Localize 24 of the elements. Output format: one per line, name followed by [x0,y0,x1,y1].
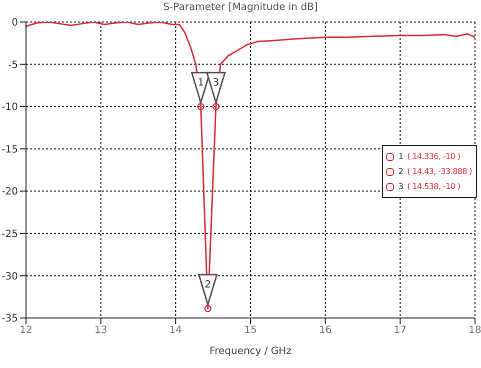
x-tick-label: 16 [318,325,332,336]
chart-title: S-Parameter [Magnitude in dB] [162,2,319,13]
x-tick-label: 17 [394,325,407,336]
y-tick-label: 0 [12,18,18,29]
annotation: ( 14.336, -10 ) [407,151,460,163]
x-tick-label: 12 [20,325,32,336]
x-tick-label: 14 [169,325,182,336]
annotation: 3 [212,78,220,89]
x-tick-label: 13 [94,325,108,336]
annotation: 1 [198,78,204,89]
marker-readout: 1 ( 14.336, -10 ) 2 ( 14.43, -33.888 ) 3 ( 14.538, -10 ) [382,145,477,198]
x-tick-label: 15 [244,325,257,336]
y-tick-label: -35 [2,314,18,325]
y-tick-label: -10 [2,102,18,114]
y-tick-label: -25 [2,228,18,240]
y-tick-label: -5 [8,60,18,71]
annotation: ( 14.538, -10 ) [407,181,460,193]
x-axis-title: Frequency / GHz [210,346,292,357]
x-tick-label: 18 [468,325,481,336]
y-tick-label: -15 [2,144,18,156]
annotation: ( 14.43, -33.888 ) [407,166,472,178]
y-tick-label: -20 [2,186,18,198]
y-tick-label: -30 [2,271,18,282]
annotation: 2 [204,280,212,291]
